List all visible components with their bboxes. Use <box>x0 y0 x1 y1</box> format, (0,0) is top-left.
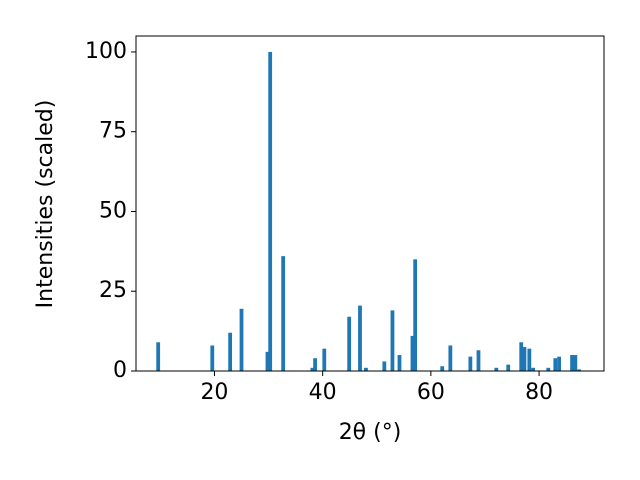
bar <box>382 361 387 371</box>
bar <box>468 356 473 371</box>
bar <box>476 350 481 371</box>
bar <box>522 347 527 371</box>
bar <box>531 367 536 371</box>
x-tick-label: 60 <box>417 380 445 405</box>
bar <box>440 366 445 371</box>
bar <box>265 351 270 371</box>
bar <box>570 355 574 371</box>
bar <box>239 308 244 371</box>
bar <box>281 256 286 371</box>
x-tick-label: 40 <box>309 380 337 405</box>
bar <box>268 51 273 371</box>
bar <box>506 364 511 371</box>
plot-frame <box>135 35 605 372</box>
bar <box>573 355 578 371</box>
bar <box>390 310 395 371</box>
bar <box>156 342 161 371</box>
x-tick-label: 20 <box>200 380 228 405</box>
bar <box>519 342 524 371</box>
bar <box>358 305 362 371</box>
bar <box>310 367 315 371</box>
bar <box>210 345 215 371</box>
bar <box>577 369 582 371</box>
bar <box>553 358 558 371</box>
y-tick-label: 50 <box>99 198 127 223</box>
bar <box>322 348 327 371</box>
bar <box>546 367 551 371</box>
y-tick-label: 25 <box>99 278 127 303</box>
bar <box>557 356 561 371</box>
bar <box>313 358 317 371</box>
y-tick-label: 100 <box>85 39 127 64</box>
bar <box>494 367 499 371</box>
bar <box>347 316 352 371</box>
bar <box>527 348 532 371</box>
y-tick-label: 75 <box>99 119 127 144</box>
x-axis-label: 2θ (°) <box>339 420 402 445</box>
bar <box>413 259 418 371</box>
x-tick-label: 80 <box>525 380 553 405</box>
bar <box>228 332 233 371</box>
bar <box>410 335 415 371</box>
y-axis-label: Intensities (scaled) <box>33 100 58 309</box>
y-tick-label: 0 <box>113 358 127 383</box>
bar <box>397 355 402 371</box>
bar <box>364 367 368 371</box>
bar <box>448 345 453 371</box>
